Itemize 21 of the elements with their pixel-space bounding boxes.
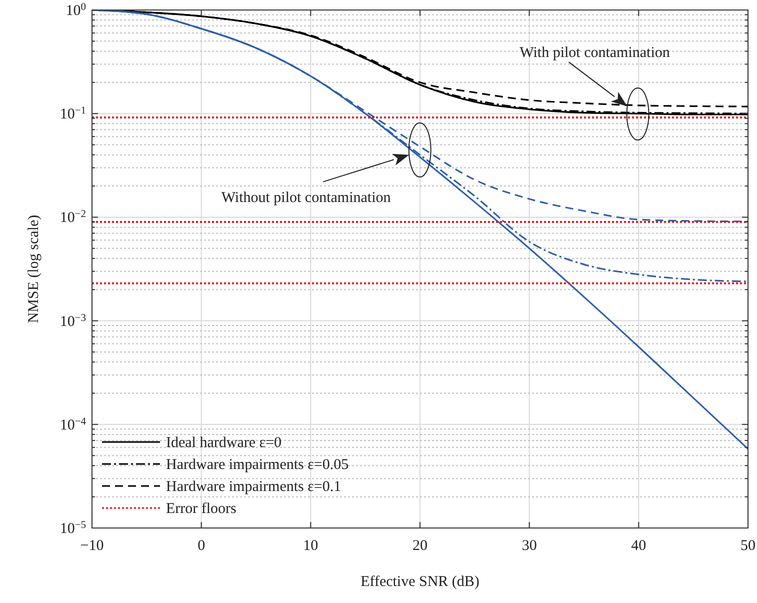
x-tick-label: 10	[303, 538, 318, 554]
x-tick-label: 0	[198, 538, 206, 554]
y-axis-title: NMSE (log scale)	[26, 214, 42, 324]
x-axis-title: Effective SNR (dB)	[360, 574, 480, 590]
legend-label: Ideal hardware ε=0	[166, 435, 282, 451]
y-tick-label: 10$^{−4}$	[60, 416, 87, 434]
x-tick-label: 30	[522, 538, 537, 554]
legend-label: Hardware impairments ε=0.1	[166, 479, 342, 495]
legend-label: Error floors	[166, 501, 237, 517]
y-tick-label: 10$^{−5}$	[60, 520, 86, 537]
y-tick-label: 10$^{0}$	[66, 2, 86, 19]
y-tick-label: 10$^{−2}$	[60, 208, 86, 226]
annotation: Without pilot contamination	[221, 190, 392, 206]
x-tick-label: −10	[80, 538, 104, 554]
x-tick-label: 40	[631, 538, 646, 554]
annotation: With pilot contamination	[520, 45, 670, 62]
x-tick-label: 50	[740, 538, 756, 554]
legend-label: Hardware impairments ε=0.05	[166, 457, 349, 473]
x-tick-label: 20	[412, 538, 428, 554]
y-tick-label: 10$^{−1}$	[60, 105, 86, 123]
y-tick-label: 10$^{−3}$	[60, 312, 86, 330]
